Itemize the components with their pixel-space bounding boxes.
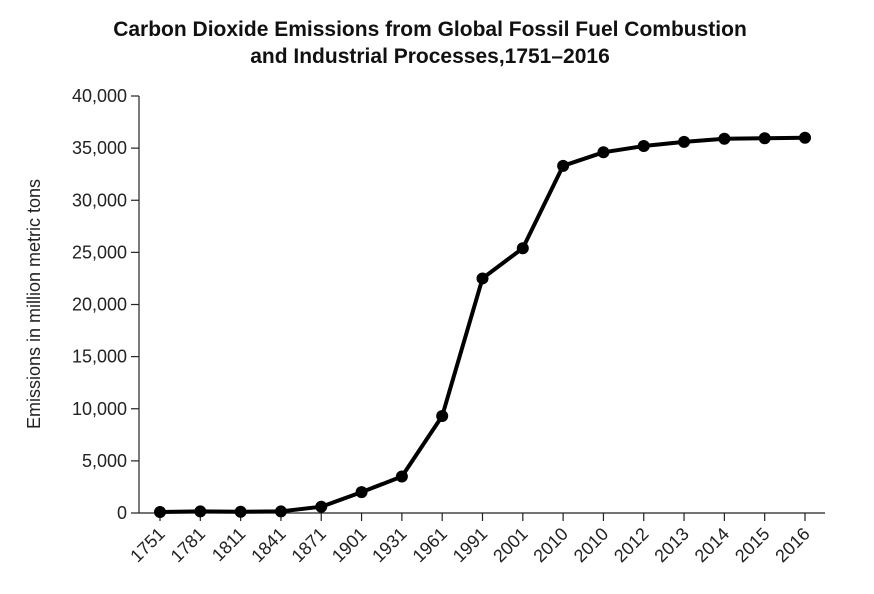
data-point [758, 132, 771, 145]
y-tick-label: 20,000 [72, 295, 127, 315]
y-tick-label: 15,000 [72, 347, 127, 367]
x-tick-label: 2016 [771, 524, 813, 566]
chart-title-line-2: and Industrial Processes,1751–2016 [250, 45, 610, 68]
x-tick-label: 2010 [529, 524, 571, 566]
x-tick-label: 1841 [247, 524, 289, 566]
data-point [799, 131, 811, 144]
x-tick-label: 1751 [126, 524, 168, 566]
data-point [516, 242, 529, 255]
data-point [718, 132, 731, 145]
data-point [597, 146, 610, 159]
y-axis-title: Emissions in million metric tons [24, 179, 44, 429]
x-tick-label: 2015 [731, 524, 773, 566]
x-tick-label: 1871 [288, 524, 330, 566]
x-tick-label: 2010 [570, 524, 612, 566]
x-tick-label: 2012 [610, 524, 652, 566]
x-tick-label: 1901 [328, 524, 370, 566]
data-point [557, 159, 570, 172]
data-point [274, 505, 287, 518]
x-tick-label: 2001 [489, 524, 531, 566]
data-point [315, 500, 328, 513]
data-point [395, 470, 408, 483]
y-tick-label: 25,000 [72, 242, 127, 262]
x-tick-label: 1781 [167, 524, 209, 566]
chart-title-line-1: Carbon Dioxide Emissions from Global Fos… [113, 18, 747, 41]
y-tick-label: 30,000 [72, 190, 127, 210]
emissions-series [154, 131, 811, 518]
x-tick-label: 1991 [449, 524, 491, 566]
data-point [436, 410, 449, 423]
y-axis-ticks: 0 5,000 10,000 15,000 20,000 25,000 30,000 35,0… [72, 86, 139, 523]
data-point [154, 505, 166, 518]
x-tick-label: 2013 [650, 524, 692, 566]
x-tick-label: 1811 [208, 524, 250, 566]
y-tick-label: 10,000 [72, 399, 127, 419]
emissions-line [159, 135, 806, 514]
y-tick-label: 0 [117, 503, 127, 523]
data-point [637, 140, 650, 153]
x-axis-ticks: 1751178118111841187119011931196119912001… [126, 513, 814, 566]
data-point [678, 135, 691, 148]
data-point [234, 505, 247, 518]
y-tick-label: 40,000 [72, 86, 127, 106]
data-point [194, 505, 207, 518]
x-tick-label: 1961 [409, 524, 451, 566]
data-point [476, 272, 489, 285]
y-tick-label: 35,000 [72, 138, 127, 158]
data-point [355, 486, 368, 499]
x-tick-label: 1931 [368, 524, 410, 566]
y-tick-label: 5,000 [82, 451, 127, 471]
x-tick-label: 2014 [691, 524, 733, 566]
